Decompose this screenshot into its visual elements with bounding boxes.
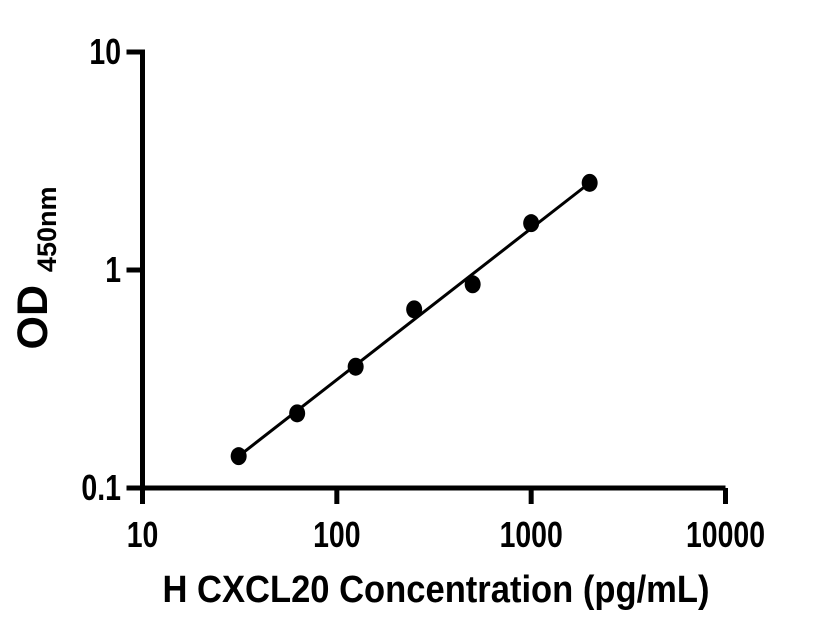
y-tick-label: 0.1 [81,467,121,508]
x-axis-title: H CXCL20 Concentration (pg/mL) [163,569,710,611]
data-point [464,275,481,294]
y-tick-label: 1 [105,249,121,290]
data-point [406,300,423,319]
y-axis-title-subscript: 450nm [32,186,62,272]
data-point [289,404,306,423]
data-point [347,357,364,376]
x-tick-label: 10000 [686,514,765,555]
data-point [581,173,598,192]
data-point [230,447,247,466]
y-tick-label: 10 [89,31,121,72]
y-axis-title-base: OD [9,285,57,350]
y-axis-title: OD 450nm [9,186,62,349]
x-tick-label: 10 [127,514,159,555]
data-point [523,214,540,233]
x-tick-label: 1000 [500,514,563,555]
x-tick-label: 100 [313,514,360,555]
